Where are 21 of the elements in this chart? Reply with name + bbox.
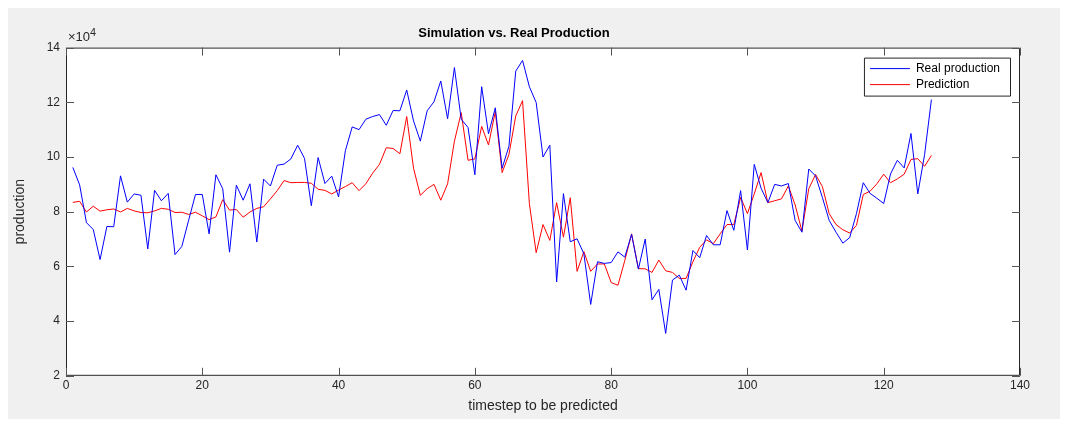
y-tick-label: 6 bbox=[53, 258, 61, 273]
x-tick-label: 60 bbox=[468, 378, 482, 393]
legend-label: Real production bbox=[915, 60, 1001, 75]
legend-label: Prediction bbox=[915, 76, 970, 91]
x-tick-label: 20 bbox=[195, 378, 210, 393]
y-tick-label: 10 bbox=[46, 149, 61, 164]
x-tick-label: 40 bbox=[331, 378, 346, 393]
x-tick-label: 100 bbox=[737, 378, 758, 393]
x-tick-label: 0 bbox=[62, 378, 70, 393]
y-tick-label: 2 bbox=[53, 368, 61, 383]
y-tick-label: 8 bbox=[53, 204, 61, 219]
x-axis-title: timestep to be predicted bbox=[468, 397, 618, 414]
x-tick-label: 80 bbox=[604, 378, 619, 393]
y-tick-label: 14 bbox=[46, 39, 61, 54]
text: ×10$^{4}$ bbox=[68, 26, 97, 45]
y-axis-title: production bbox=[11, 179, 28, 245]
y-tick-label: 12 bbox=[46, 94, 61, 109]
y-tick-label: 4 bbox=[53, 313, 61, 328]
chart-title: Simulation vs. Real Production bbox=[418, 25, 610, 41]
x-tick-label: 120 bbox=[873, 378, 895, 393]
x-tick-label: 140 bbox=[1009, 378, 1031, 393]
